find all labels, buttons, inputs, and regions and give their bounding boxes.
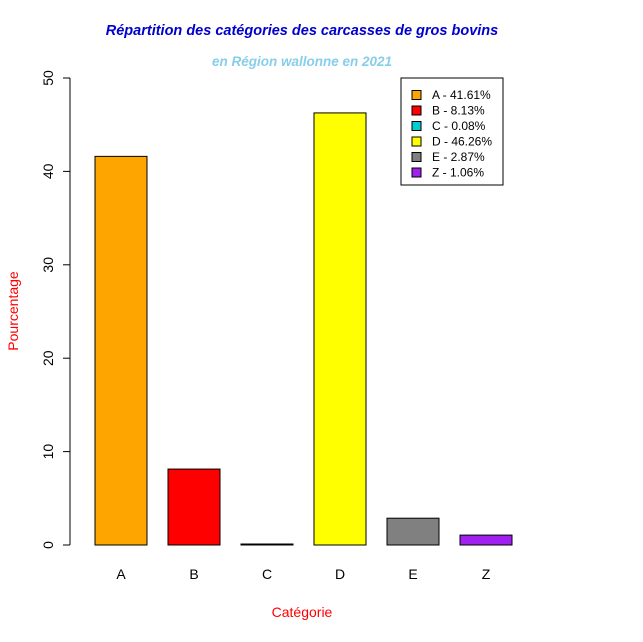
y-axis-label: Pourcentage [5, 271, 21, 351]
y-tick-label: 10 [40, 444, 56, 460]
bar-c [240, 543, 294, 546]
legend-entry: D - 46.26% [432, 135, 492, 149]
x-tick-label: D [335, 566, 345, 582]
legend-swatch [411, 136, 422, 147]
legend-entry: A - 41.61% [432, 88, 491, 102]
bar-b [167, 468, 221, 546]
bars-group [94, 112, 513, 546]
bar-d [313, 112, 367, 546]
bar-e [386, 517, 440, 546]
legend-swatch [411, 167, 422, 178]
legend-swatch [411, 121, 422, 131]
legend-swatch [411, 90, 422, 100]
y-tick-label: 30 [40, 257, 56, 273]
x-axis-label: Catégorie [272, 604, 333, 620]
y-tick-label: 0 [40, 541, 56, 549]
legend-entry: E - 2.87% [432, 150, 485, 164]
y-tick-label: 20 [40, 350, 56, 366]
legend-entry: B - 8.13% [432, 104, 485, 118]
y-tick-label: 40 [40, 163, 56, 179]
y-axis: 0 10 20 30 40 50 [40, 70, 71, 549]
legend-entry: Z - 1.06% [432, 166, 484, 180]
y-tick-label: 50 [40, 70, 56, 86]
legend-swatch [411, 105, 422, 116]
bar-a [94, 155, 148, 546]
x-tick-label: B [189, 566, 198, 582]
x-tick-label: A [116, 566, 126, 582]
bar-z [459, 534, 513, 546]
x-tick-label: C [262, 566, 272, 582]
x-tick-label: Z [482, 566, 491, 582]
chart-title: Répartition des catégories des carcasses… [106, 23, 498, 39]
legend-swatch [411, 152, 422, 162]
x-tick-label: E [408, 566, 417, 582]
chart-subtitle: en Région wallonne en 2021 [212, 54, 392, 69]
legend: A - 41.61% B - 8.13%C - 0.08% D - 46.26%E … [400, 77, 504, 186]
legend-entry: C - 0.08% [432, 119, 486, 133]
